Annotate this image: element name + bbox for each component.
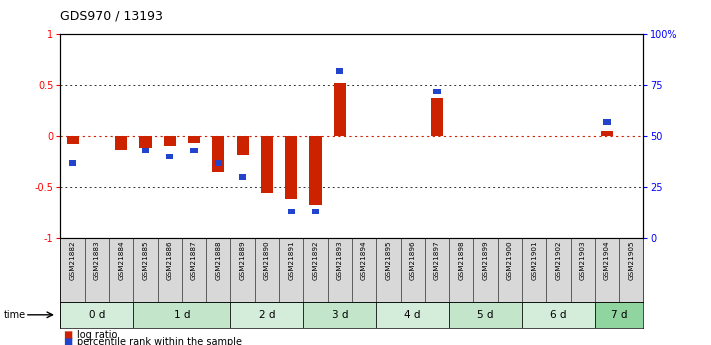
Bar: [191, 148, 198, 153]
Bar: [309, 136, 321, 206]
Bar: [261, 136, 273, 193]
Bar: [213, 136, 225, 172]
Text: 2 d: 2 d: [259, 310, 275, 320]
Bar: [69, 160, 76, 166]
Bar: [230, 302, 304, 328]
Text: 5 d: 5 d: [477, 310, 494, 320]
Bar: [287, 209, 295, 214]
Text: GSM21898: GSM21898: [459, 240, 464, 279]
Text: GSM21899: GSM21899: [483, 240, 488, 279]
Bar: [237, 136, 249, 155]
Bar: [376, 302, 449, 328]
Bar: [139, 136, 151, 148]
Text: ■: ■: [64, 337, 76, 345]
Bar: [67, 136, 79, 145]
Text: ■: ■: [64, 331, 76, 340]
Bar: [431, 98, 443, 136]
Text: GSM21886: GSM21886: [167, 240, 173, 279]
Text: log ratio: log ratio: [77, 331, 117, 340]
Bar: [312, 209, 319, 214]
Text: GSM21895: GSM21895: [385, 240, 391, 279]
Text: GSM21900: GSM21900: [507, 240, 513, 279]
Text: GSM21893: GSM21893: [337, 240, 343, 279]
Text: time: time: [4, 310, 26, 320]
Text: GSM21890: GSM21890: [264, 240, 270, 279]
Bar: [604, 119, 611, 125]
Bar: [304, 302, 376, 328]
Text: GSM21885: GSM21885: [142, 240, 149, 279]
Text: GSM21904: GSM21904: [604, 240, 610, 279]
Bar: [60, 302, 134, 328]
Text: GSM21894: GSM21894: [361, 240, 367, 279]
Text: GSM21889: GSM21889: [240, 240, 245, 279]
Text: 3 d: 3 d: [331, 310, 348, 320]
Text: 6 d: 6 d: [550, 310, 567, 320]
Bar: [166, 154, 173, 159]
Bar: [433, 89, 441, 94]
Text: GSM21883: GSM21883: [94, 240, 100, 279]
Text: GSM21887: GSM21887: [191, 240, 197, 279]
Text: GSM21892: GSM21892: [313, 240, 319, 279]
Bar: [449, 302, 522, 328]
Text: GSM21882: GSM21882: [70, 240, 75, 279]
Bar: [134, 302, 230, 328]
Bar: [188, 136, 200, 144]
Bar: [285, 136, 297, 199]
Text: 4 d: 4 d: [405, 310, 421, 320]
Bar: [595, 302, 643, 328]
Bar: [215, 160, 222, 166]
Bar: [164, 136, 176, 146]
Text: 7 d: 7 d: [611, 310, 627, 320]
Text: GSM21902: GSM21902: [555, 240, 562, 279]
Bar: [333, 83, 346, 136]
Bar: [141, 148, 149, 153]
Text: GSM21897: GSM21897: [434, 240, 440, 279]
Bar: [239, 174, 246, 180]
Text: 1 d: 1 d: [173, 310, 190, 320]
Text: percentile rank within the sample: percentile rank within the sample: [77, 337, 242, 345]
Text: GDS970 / 13193: GDS970 / 13193: [60, 9, 164, 22]
Text: GSM21896: GSM21896: [410, 240, 416, 279]
Text: GSM21901: GSM21901: [531, 240, 537, 279]
Bar: [601, 131, 613, 136]
Text: GSM21891: GSM21891: [288, 240, 294, 279]
Text: GSM21884: GSM21884: [118, 240, 124, 279]
Text: GSM21888: GSM21888: [215, 240, 221, 279]
Text: GSM21903: GSM21903: [579, 240, 586, 279]
Bar: [115, 136, 127, 149]
Text: 0 d: 0 d: [89, 310, 105, 320]
Bar: [336, 68, 343, 74]
Bar: [522, 302, 595, 328]
Text: GSM21905: GSM21905: [629, 240, 634, 279]
